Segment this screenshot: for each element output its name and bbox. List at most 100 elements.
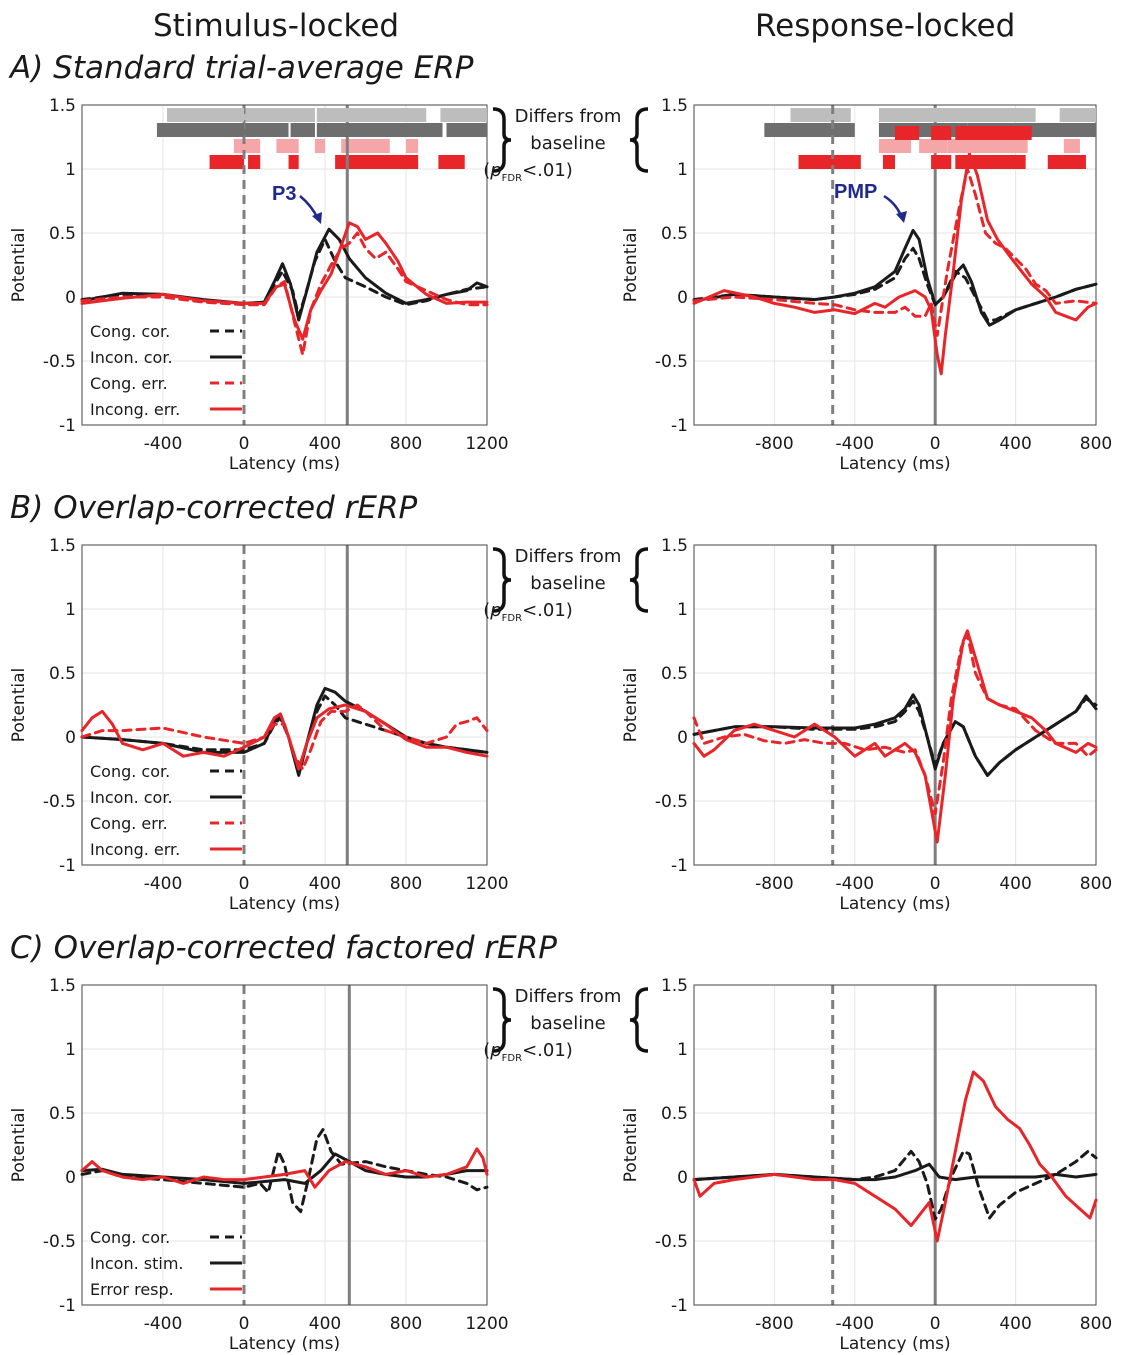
- significance-bar: [1063, 139, 1080, 153]
- x-tick-label: 0: [930, 1314, 941, 1334]
- chart-C-stim: [80, 108, 489, 1306]
- plot-frame: [81, 984, 488, 1306]
- x-tick-label: 400: [309, 874, 341, 894]
- series-line: [80, 703, 489, 771]
- y-tick-label: 1.5: [661, 976, 688, 996]
- series-line: [692, 152, 1098, 376]
- series-line: [80, 703, 489, 771]
- differs-label: baseline: [530, 133, 605, 154]
- series-line: [80, 221, 489, 341]
- y-tick-label: 1: [65, 600, 76, 620]
- series-line: [692, 693, 1098, 777]
- significance-bar: [381, 123, 443, 137]
- x-tick-label: 800: [1080, 874, 1112, 894]
- x-tick-label: 800: [390, 434, 422, 454]
- legend-label: Incong. err.: [90, 400, 180, 419]
- significance-bar: [406, 139, 419, 153]
- x-tick-label: -400: [144, 1314, 183, 1334]
- y-tick-label: 1.5: [661, 96, 688, 116]
- significance-bar: [318, 108, 423, 122]
- brace-right: [492, 547, 512, 613]
- x-tick-label: 800: [390, 1314, 422, 1334]
- x-tick-label: 800: [390, 874, 422, 894]
- column-header-response: Response-locked: [755, 8, 1016, 44]
- y-tick-label: -0.5: [655, 792, 688, 812]
- significance-bar: [363, 155, 390, 169]
- x-axis-label: Latency (ms): [839, 454, 950, 474]
- y-tick-label: 0: [65, 1168, 76, 1188]
- significance-bar: [798, 155, 861, 169]
- legend-label: Incon. cor.: [90, 788, 173, 807]
- y-tick-label: -0.5: [43, 792, 76, 812]
- y-axis-label: Potential: [621, 228, 641, 302]
- significance-bar: [895, 108, 920, 122]
- significance-bar: [318, 123, 334, 137]
- significance-bar: [895, 126, 920, 140]
- x-tick-label: 0: [239, 1314, 250, 1334]
- significance-bar: [882, 155, 895, 169]
- y-tick-label: 0.5: [49, 224, 76, 244]
- y-tick-label: -1: [671, 856, 688, 876]
- significance-bar: [929, 108, 948, 122]
- brace-left: [629, 987, 649, 1053]
- y-tick-label: -1: [671, 416, 688, 436]
- series-line: [692, 228, 1098, 327]
- y-tick-label: 0: [65, 728, 76, 748]
- significance-bar: [931, 155, 952, 169]
- row-title-b: B) Overlap-corrected rERP: [10, 490, 418, 526]
- significance-bar: [167, 108, 244, 122]
- annotation-arrowhead: [312, 212, 322, 224]
- x-tick-label: 400: [999, 1314, 1031, 1334]
- series-line: [692, 1162, 1098, 1182]
- plot-frame: [693, 984, 1097, 1306]
- y-tick-label: 0.5: [661, 224, 688, 244]
- series-line: [692, 1070, 1098, 1243]
- significance-bar: [931, 139, 948, 153]
- x-axis-label: Latency (ms): [229, 454, 340, 474]
- legend-label: Cong. cor.: [90, 1228, 170, 1247]
- y-tick-label: 1.5: [661, 536, 688, 556]
- significance-bar: [276, 139, 289, 153]
- series-line: [692, 633, 1098, 816]
- y-axis-label: Potential: [9, 228, 29, 302]
- significance-bar: [446, 123, 487, 137]
- differs-label: Differs from: [515, 106, 622, 127]
- significance-bar: [764, 123, 855, 137]
- significance-bar: [440, 108, 487, 122]
- y-tick-label: 0.5: [49, 664, 76, 684]
- x-tick-label: 1200: [465, 434, 508, 454]
- chart-B-stim: [80, 108, 489, 866]
- legend-label: Incon. cor.: [90, 348, 173, 367]
- series-line: [692, 167, 1098, 337]
- significance-bar: [438, 155, 465, 169]
- significance-bar: [878, 139, 912, 153]
- plot-frame: [81, 544, 488, 866]
- annotation-pmp: PMP: [834, 181, 877, 203]
- significance-bar: [248, 108, 281, 122]
- row-title-a: A) Standard trial-average ERP: [10, 50, 474, 86]
- x-tick-label: 400: [999, 874, 1031, 894]
- x-tick-label: 800: [1080, 1314, 1112, 1334]
- significance-bar: [233, 139, 261, 153]
- y-tick-label: -0.5: [655, 352, 688, 372]
- y-tick-label: 0: [677, 1168, 688, 1188]
- y-tick-label: -1: [59, 416, 76, 436]
- y-tick-label: 0: [65, 288, 76, 308]
- significance-bar: [931, 126, 952, 140]
- y-tick-label: 0.5: [661, 1104, 688, 1124]
- significance-bar: [341, 139, 390, 153]
- y-tick-label: 1: [677, 600, 688, 620]
- y-axis-label: Potential: [9, 668, 29, 742]
- y-tick-label: 1: [65, 160, 76, 180]
- y-tick-label: 1: [65, 1040, 76, 1060]
- x-tick-label: -800: [755, 874, 794, 894]
- differs-label: baseline: [530, 1013, 605, 1034]
- significance-bar: [300, 108, 315, 122]
- annotation-p3: P3: [272, 183, 296, 205]
- series-line: [80, 1147, 489, 1189]
- significance-bar: [209, 155, 244, 169]
- annotation-arrowhead: [896, 211, 907, 223]
- significance-bar: [156, 123, 244, 137]
- significance-bar: [284, 108, 297, 122]
